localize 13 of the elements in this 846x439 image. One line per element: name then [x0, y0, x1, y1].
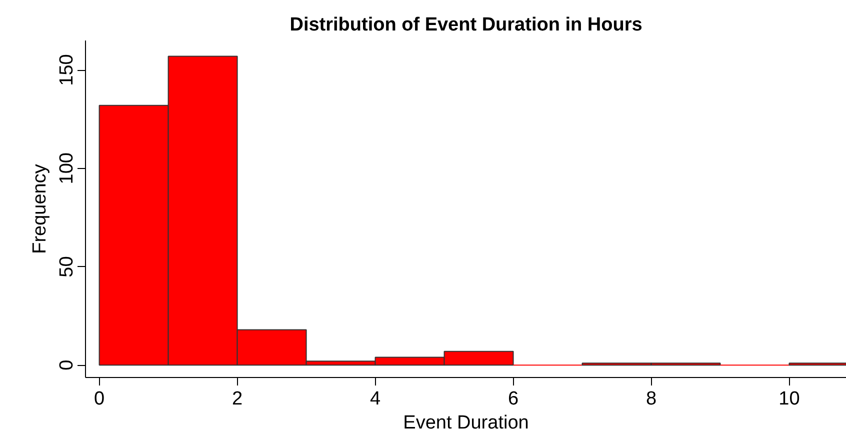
y-tick-label: 50: [56, 256, 78, 278]
x-axis-title: Event Duration: [403, 412, 529, 434]
y-tick-label: 0: [56, 360, 78, 370]
x-tick-label: 10: [778, 388, 800, 410]
x-tick-label: 2: [232, 388, 243, 410]
y-tick-label: 100: [56, 152, 78, 184]
chart-title: Distribution of Event Duration in Hours: [290, 14, 642, 36]
x-tick-label: 8: [646, 388, 657, 410]
x-tick-label: 6: [508, 388, 519, 410]
y-tick-label: 150: [56, 54, 78, 86]
x-tick-label: 0: [94, 388, 105, 410]
x-tick-label: 4: [370, 388, 381, 410]
y-axis-title: Frequency: [30, 164, 50, 254]
